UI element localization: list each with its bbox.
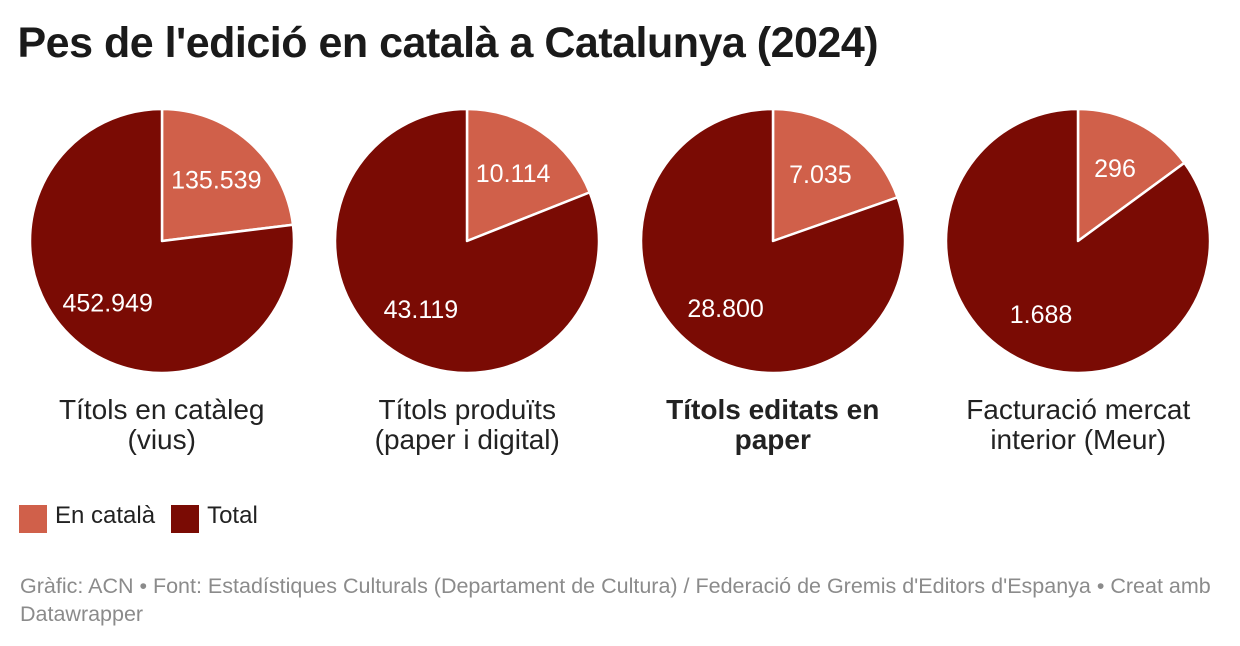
pie-slice bbox=[335, 109, 600, 373]
pie-value-label: 43.119 bbox=[384, 296, 459, 324]
pie-value-label: 28.800 bbox=[687, 295, 763, 323]
pie-cell: 7.035 28.800 Títols editats en paper bbox=[620, 109, 926, 455]
legend-swatch-total bbox=[171, 505, 200, 533]
pie-value-label: 7.035 bbox=[789, 161, 852, 189]
legend-label: Total bbox=[207, 502, 258, 529]
pie-category-label: Títols en catàleg (vius) bbox=[59, 394, 265, 455]
pie-category-label: Títols editats en paper bbox=[666, 394, 880, 455]
pie-cell: 296 1.688 Facturació mercat interior (Meur… bbox=[926, 109, 1232, 455]
legend-item-total: Total bbox=[171, 502, 258, 533]
pie-value-label: 452.949 bbox=[62, 290, 152, 318]
pie-cell: 10.114 43.119 Títols produïts (paper i dig… bbox=[315, 109, 621, 455]
pie-slice bbox=[160, 109, 294, 243]
chart-title: Pes de l'edició en català a Catalunya (2… bbox=[17, 19, 879, 67]
pie-value-label: 135.539 bbox=[171, 167, 261, 195]
pies-row: 135.539 452.949 Títols en catàleg (vius) 1… bbox=[0, 109, 1240, 455]
pie-cell: 135.539 452.949 Títols en catàleg (vius) bbox=[9, 109, 315, 455]
chart-footer-attribution: Gràfic: ACN • Font: Estadístiques Cultur… bbox=[20, 574, 1211, 626]
legend-item-en-catala: En català bbox=[19, 502, 156, 533]
pie-chart: 10.114 43.119 bbox=[335, 109, 600, 373]
pie-chart: 135.539 452.949 bbox=[29, 109, 294, 373]
pie-slice bbox=[640, 109, 905, 373]
pie-slice bbox=[1077, 109, 1186, 243]
pie-chart: 296 1.688 bbox=[946, 109, 1211, 373]
pie-chart: 7.035 28.800 bbox=[640, 109, 905, 373]
pie-value-label: 10.114 bbox=[476, 160, 551, 188]
pie-slice bbox=[29, 109, 294, 373]
legend-label: En català bbox=[55, 502, 156, 529]
pie-value-label: 296 bbox=[1094, 155, 1136, 183]
legend-swatch-en-catala bbox=[19, 505, 47, 533]
legend: En català Total bbox=[19, 502, 258, 533]
pie-category-label: Facturació mercat interior (Meur) bbox=[966, 394, 1191, 455]
pie-slice bbox=[946, 109, 1211, 373]
pie-value-label: 1.688 bbox=[1010, 301, 1073, 329]
pie-slice bbox=[466, 109, 592, 243]
pie-category-label: Títols produïts (paper i digital) bbox=[374, 394, 560, 455]
